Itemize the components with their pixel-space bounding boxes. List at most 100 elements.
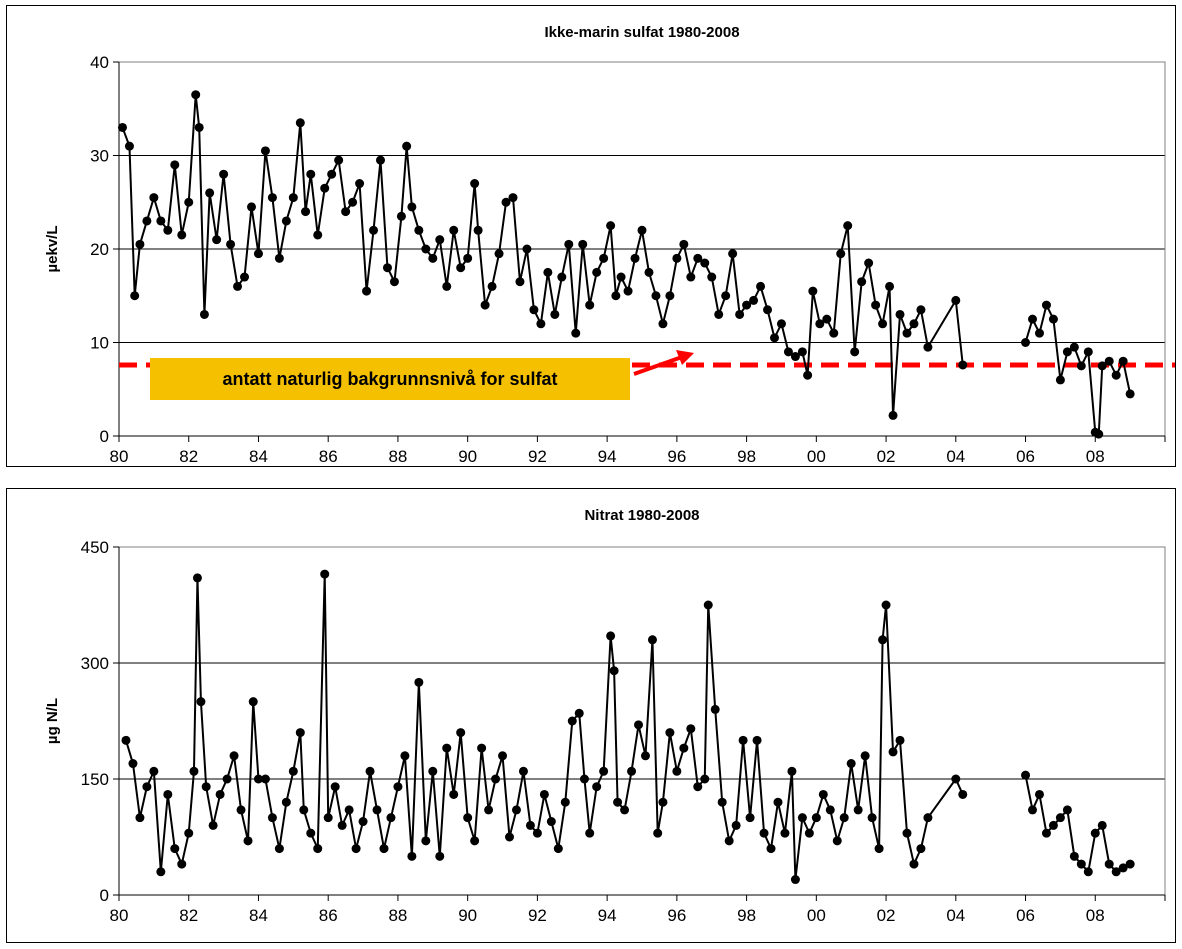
data-point [189,766,199,776]
x-tick-label: 98 [737,447,756,466]
data-point [365,766,375,776]
x-tick-label: 04 [946,906,965,925]
data-point [627,766,637,776]
x-tick-label: 80 [110,447,129,466]
data-point [756,281,766,291]
data-point [634,720,644,730]
data-point [402,141,412,151]
data-point [1028,314,1038,324]
data-point [130,291,140,301]
y-axis-label: µg N/L [44,698,61,744]
data-point [1069,851,1079,861]
y-tick-label: 0 [100,886,109,905]
data-point [546,817,556,827]
data-point [672,766,682,776]
data-point [916,305,926,315]
data-point [428,253,438,263]
data-point [550,309,560,319]
data-point [267,813,277,823]
data-point [1076,361,1086,371]
data-point [274,844,284,854]
data-point [909,319,919,329]
data-point [428,766,438,776]
data-point [1028,805,1038,815]
data-point [818,789,828,799]
data-point [679,239,689,249]
data-point [313,230,323,240]
data-point [184,828,194,838]
data-point [301,207,311,217]
x-tick-label: 84 [249,906,268,925]
data-point [539,789,549,799]
x-tick-label: 06 [1016,447,1035,466]
data-point [874,844,884,854]
data-point [470,179,480,189]
data-point [163,789,173,799]
data-point [435,851,445,861]
x-tick-label: 90 [458,447,477,466]
data-point [135,813,145,823]
data-point [731,820,741,830]
data-point [902,328,912,338]
data-point [449,225,459,235]
data-point [1118,356,1128,366]
data-point [484,805,494,815]
data-point [752,735,762,745]
x-tick-label: 88 [388,447,407,466]
data-point [295,728,305,738]
data-point [787,766,797,776]
data-point [240,272,250,282]
data-point [808,286,818,296]
data-point [201,782,211,792]
sulfate-chart-panel: Ikke-marin sulfat 1980-2008 0 10 20 30 40 80 82… [6,5,1176,467]
chart-title: Nitrat 1980-2008 [584,507,699,524]
data-point [864,258,874,268]
annotation-arrowhead [676,350,694,365]
x-tick-label: 90 [458,906,477,925]
data-point [620,805,630,815]
data-point [313,844,323,854]
x-tick-label: 82 [179,906,198,925]
x-tick-label: 94 [598,447,617,466]
data-point [281,797,291,807]
data-point [491,774,501,784]
data-point [724,836,734,846]
data-point [1034,328,1044,338]
data-point [790,352,800,362]
data-point [386,813,396,823]
data-point [442,743,452,753]
data-point [1021,338,1031,347]
data-point [703,600,713,610]
data-point [177,230,187,240]
data-point [515,277,525,287]
data-point [480,300,490,310]
data-point [860,751,870,761]
data-point [613,797,623,807]
x-tick-label: 08 [1086,447,1105,466]
data-point [951,774,961,784]
data-point [759,828,769,838]
y-tick-label: 300 [81,654,109,673]
y-tick-label: 20 [90,240,109,259]
data-point [199,309,209,319]
data-point [606,631,616,641]
data-point [477,743,487,753]
data-point [177,859,187,869]
data-point [142,216,152,226]
data-point [623,286,633,296]
data-point [958,789,968,799]
data-point [320,183,330,193]
data-point [1125,859,1135,869]
data-point [532,828,542,838]
data-point [306,169,316,179]
background-level-annotation: antatt naturlig bakgrunnsnivå for sulfat [150,358,630,400]
data-point [128,759,138,769]
data-point [229,751,239,761]
data-point [463,253,473,263]
data-point [362,286,372,296]
data-point [871,300,881,310]
data-point [253,249,263,259]
data-point [836,249,846,259]
data-point [557,272,567,282]
data-point [260,774,270,784]
